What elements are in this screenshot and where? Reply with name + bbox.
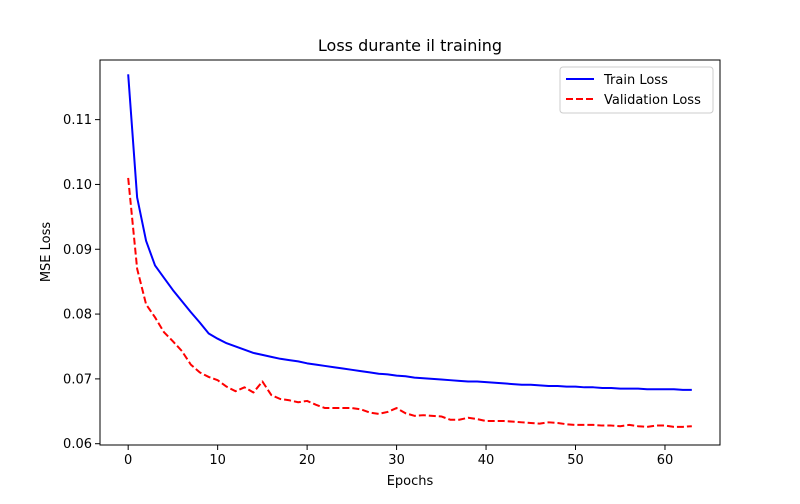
chart-title: Loss durante il training xyxy=(318,36,502,55)
y-tick-label: 0.07 xyxy=(63,372,92,387)
y-tick-label: 0.09 xyxy=(63,243,92,258)
x-tick-label: 30 xyxy=(388,453,405,468)
x-axis: 0 10 20 30 40 50 60 xyxy=(124,445,673,468)
y-tick-label: 0.06 xyxy=(63,437,92,452)
legend-validation-label: Validation Loss xyxy=(604,93,701,108)
x-tick-label: 50 xyxy=(567,453,584,468)
legend-train-label: Train Loss xyxy=(603,73,668,88)
x-tick-label: 40 xyxy=(478,453,495,468)
legend: Train Loss Validation Loss xyxy=(559,66,714,114)
x-tick-label: 60 xyxy=(657,453,674,468)
series-layer xyxy=(127,74,692,428)
x-axis-label: Epochs xyxy=(387,474,434,489)
plot-frame xyxy=(99,59,721,446)
y-axis: 0.06 0.07 0.08 0.09 0.10 0.11 xyxy=(63,113,100,452)
x-tick-label: 0 xyxy=(124,453,132,468)
y-tick-label: 0.10 xyxy=(63,178,92,193)
validation-loss-line xyxy=(127,177,692,428)
train-loss-line xyxy=(127,74,692,391)
y-axis-label: MSE Loss xyxy=(39,222,54,283)
y-tick-label: 0.08 xyxy=(63,308,92,323)
legend-box xyxy=(559,66,714,114)
x-tick-label: 20 xyxy=(299,453,316,468)
x-tick-label: 10 xyxy=(209,453,226,468)
y-tick-label: 0.11 xyxy=(63,113,92,128)
